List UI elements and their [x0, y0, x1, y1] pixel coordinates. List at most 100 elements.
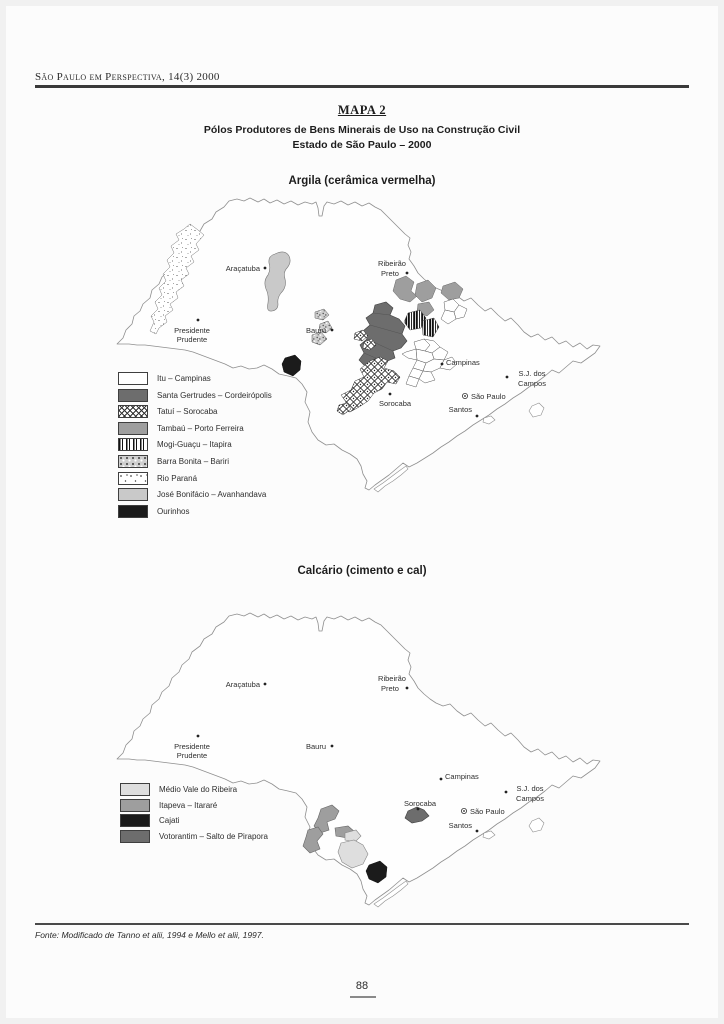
city-sj-dos-campos: S.J. dos Campos	[504, 784, 544, 803]
city-aracatuba: Araçatuba	[226, 680, 267, 689]
legend-swatch-tatui-sorocaba	[118, 405, 148, 419]
page-number: 88	[355, 980, 369, 992]
legend-label: Tambaú – Porto Ferreira	[157, 423, 244, 433]
region-mogi-guacu	[403, 309, 440, 338]
footer-rule	[35, 923, 689, 925]
legend-swatch-santa-gertrudes	[118, 388, 148, 402]
svg-text:Presidente: Presidente	[174, 326, 210, 335]
legend-label: Ourinhos	[157, 506, 190, 516]
city-ribeirao-preto: Ribeirão Preto	[378, 259, 409, 278]
legend-label: Tatuí – Sorocaba	[157, 407, 218, 417]
region-votorantim-salto	[404, 806, 430, 824]
page-title-line2: Estado de São Paulo – 2000	[292, 139, 432, 151]
legend-swatch-jose-bonifacio	[118, 488, 148, 502]
region-tatui-sorocaba	[336, 329, 401, 416]
city-presidente-prudente: Presidente Prudente	[174, 734, 210, 760]
svg-text:Sorocaba: Sorocaba	[379, 399, 412, 408]
city-campinas: Campinas	[439, 772, 479, 781]
svg-text:Presidente: Presidente	[174, 742, 210, 751]
legend-swatch-cajati	[120, 814, 150, 828]
map2-title: Calcário (cimento e cal)	[297, 565, 427, 577]
legend-item: Rio Paraná	[118, 471, 272, 485]
legend-item: Itu – Campinas	[118, 372, 272, 385]
legend-item: Itapeva – Itararé	[120, 798, 268, 812]
legend-item: Cajati	[120, 814, 268, 828]
city-sao-paulo-capital: São Paulo	[461, 392, 506, 401]
legend-item: Tatuí – Sorocaba	[118, 405, 272, 419]
ilha-comprida-island	[373, 880, 409, 908]
svg-text:Araçatuba: Araçatuba	[226, 264, 261, 273]
legend-swatch-votorantim	[120, 830, 150, 844]
legend-swatch-itu-campinas	[118, 372, 148, 385]
region-barra-bonita	[311, 308, 333, 346]
source-note: Fonte: Modificado de Tanno et alii, 1994…	[35, 930, 264, 940]
svg-text:Santos: Santos	[449, 405, 473, 414]
svg-text:Sorocaba: Sorocaba	[404, 799, 437, 808]
legend-label: Barra Bonita – Bariri	[157, 456, 230, 466]
region-ourinhos	[281, 354, 302, 377]
svg-text:Bauru: Bauru	[306, 742, 326, 751]
region-itu-campinas	[401, 298, 468, 388]
city-sorocaba: Sorocaba	[404, 799, 437, 811]
legend-swatch-rio-parana	[118, 471, 148, 485]
journal-header: São Paulo em Perspectiva, 14(3) 2000	[35, 71, 220, 83]
legend-swatch-barra-bonita	[118, 454, 148, 468]
svg-text:Bauru: Bauru	[306, 326, 326, 335]
santos-island	[482, 830, 496, 840]
city-bauru: Bauru	[306, 742, 334, 751]
legend-swatch-mogi-guacu	[118, 438, 148, 452]
svg-text:Santos: Santos	[449, 821, 473, 830]
svg-text:S.J. dos: S.J. dos	[518, 369, 545, 378]
region-medio-vale-ribeira	[337, 829, 369, 869]
legend-swatch-tambau	[118, 421, 148, 435]
svg-text:Ribeirão: Ribeirão	[378, 674, 406, 683]
legend-swatch-ourinhos	[118, 504, 148, 518]
svg-text:S.J. dos: S.J. dos	[516, 784, 543, 793]
map-argila: Araçatuba Ribeirão Preto Presidente Prud…	[116, 197, 601, 493]
page-number-underline	[350, 996, 376, 998]
svg-text:São Paulo: São Paulo	[471, 392, 506, 401]
map1-city-labels: Araçatuba Ribeirão Preto Presidente Prud…	[174, 259, 546, 418]
legend-label: Votorantim – Salto de Pirapora	[159, 832, 268, 842]
map2-legend: Médio Vale do Ribeira Itapeva – Itararé …	[120, 783, 268, 846]
legend-item: José Bonifácio – Avanhandava	[118, 488, 272, 502]
legend-label: Médio Vale do Ribeira	[159, 785, 238, 794]
state-outline	[116, 612, 601, 906]
legend-swatch-itapeva-itarare	[120, 798, 150, 812]
legend-item: Médio Vale do Ribeira	[120, 783, 268, 796]
legend-label: Itapeva – Itararé	[159, 800, 218, 810]
city-sj-dos-campos: S.J. dos Campos	[505, 369, 546, 388]
legend-item: Barra Bonita – Bariri	[118, 454, 272, 468]
city-sao-paulo-capital: São Paulo	[460, 807, 505, 816]
city-ribeirao-preto: Ribeirão Preto	[378, 674, 409, 693]
svg-text:Prudente: Prudente	[177, 335, 207, 344]
map1-legend: Itu – Campinas Santa Gertrudes – Cordeir…	[118, 372, 272, 521]
legend-label: José Bonifácio – Avanhandava	[157, 490, 267, 500]
header-rule	[35, 85, 689, 88]
region-rio-parana	[149, 223, 205, 335]
city-aracatuba: Araçatuba	[226, 264, 267, 273]
svg-text:Araçatuba: Araçatuba	[226, 680, 261, 689]
legend-label: Cajati	[159, 816, 180, 826]
svg-text:Campos: Campos	[516, 794, 544, 803]
city-bauru: Bauru	[306, 326, 334, 335]
svg-text:Preto: Preto	[381, 684, 399, 693]
santos-island	[482, 415, 496, 425]
svg-text:Preto: Preto	[381, 269, 399, 278]
map1-title: Argila (cerâmica vermelha)	[288, 175, 436, 187]
legend-item: Mogi-Guaçu – Itapira	[118, 438, 272, 452]
map-calcario: Araçatuba Ribeirão Preto Presidente Prud…	[116, 612, 601, 908]
svg-text:São Paulo: São Paulo	[470, 807, 505, 816]
svg-text:Campos: Campos	[518, 379, 546, 388]
ilha-comprida-island	[373, 465, 409, 493]
city-santos: Santos	[449, 405, 479, 418]
legend-item: Votorantim – Salto de Pirapora	[120, 830, 268, 844]
svg-text:Ribeirão: Ribeirão	[378, 259, 406, 268]
map2-city-labels: Araçatuba Ribeirão Preto Presidente Prud…	[174, 674, 544, 833]
santa-gertrudes-municipal-lines	[363, 312, 403, 363]
region-cajati	[365, 860, 388, 884]
legend-label: Santa Gertrudes – Cordeirópolis	[157, 390, 272, 400]
city-presidente-prudente: Presidente Prudente	[174, 318, 210, 344]
ilhabela-island	[528, 402, 545, 418]
city-campinas: Campinas	[440, 358, 480, 367]
